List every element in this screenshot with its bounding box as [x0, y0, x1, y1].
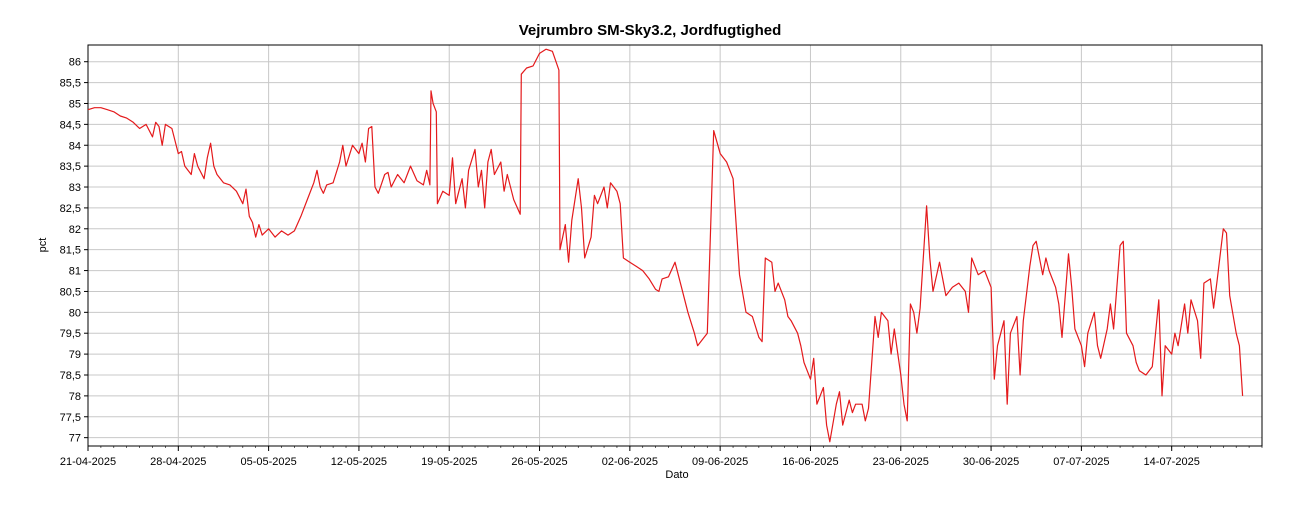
series-layer [87, 48, 1244, 443]
x-tick-label: 16-06-2025 [782, 456, 838, 468]
x-tick-label: 21-04-2025 [60, 456, 116, 468]
y-tick-label: 83 [69, 182, 81, 194]
x-tick-label: 09-06-2025 [692, 456, 748, 468]
x-tick-label: 02-06-2025 [602, 456, 658, 468]
y-tick-label: 80 [69, 307, 81, 319]
y-axis: 77 77,5 78 78,5 79 79,5 80 80,5 81 81,5 82 82,5 83 83… [60, 57, 88, 445]
y-tick-label: 84 [69, 140, 81, 152]
x-tick-label: 19-05-2025 [421, 456, 477, 468]
plot-area [87, 44, 1263, 447]
x-tick-label: 07-07-2025 [1053, 456, 1109, 468]
y-tick-label: 77,5 [60, 412, 81, 424]
chart-title: Vejrumbro SM-Sky3.2, Jordfugtighed [519, 22, 782, 39]
x-tick-label: 05-05-2025 [240, 456, 296, 468]
x-tick-label: 12-05-2025 [331, 456, 387, 468]
y-tick-label: 81 [69, 266, 81, 278]
y-tick-label: 78,5 [60, 370, 81, 382]
y-tick-label: 80,5 [60, 286, 81, 298]
y-tick-label: 82,5 [60, 203, 81, 215]
x-tick-label: 14-07-2025 [1144, 456, 1200, 468]
y-tick-label: 85,5 [60, 78, 81, 90]
y-tick-label: 79,5 [60, 328, 81, 340]
x-tick-label: 26-05-2025 [511, 456, 567, 468]
y-tick-label: 78 [69, 391, 81, 403]
x-axis: 21-04-2025 28-04-2025 05-05-2025 12-05-2025… [60, 446, 1263, 468]
x-axis-label: Dato [665, 469, 688, 481]
y-tick-label: 83,5 [60, 161, 81, 173]
y-tick-label: 81,5 [60, 245, 81, 257]
y-tick-label: 84,5 [60, 119, 81, 131]
y-tick-label: 86 [69, 57, 81, 69]
x-tick-label: 23-06-2025 [873, 456, 929, 468]
y-axis-label: pct [37, 238, 49, 253]
series-line [87, 48, 1244, 443]
x-tick-label: 30-06-2025 [963, 456, 1019, 468]
y-tick-label: 82 [69, 224, 81, 236]
y-tick-label: 85 [69, 98, 81, 110]
x-tick-label: 28-04-2025 [150, 456, 206, 468]
y-tick-label: 79 [69, 349, 81, 361]
y-tick-label: 77 [69, 433, 81, 445]
